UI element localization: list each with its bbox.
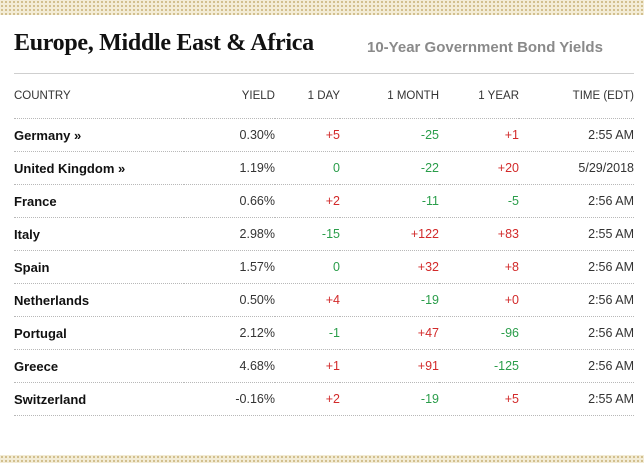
yield-cell: 4.68%: [184, 349, 275, 383]
bottom-dotted-band: [0, 455, 644, 463]
table-row: France 0.66% +2 -11 -5 2:56 AM: [14, 184, 634, 218]
one-year-change: +83: [439, 217, 519, 251]
table-row: Spain 1.57% 0 +32 +8 2:56 AM: [14, 250, 634, 284]
one-month-change: +47: [340, 316, 439, 350]
country-name: Switzerland: [14, 382, 184, 415]
yield-cell: 2.98%: [184, 217, 275, 251]
one-year-change: +0: [439, 283, 519, 317]
one-day-change: +1: [275, 349, 340, 383]
one-month-change: -11: [340, 184, 439, 218]
yield-cell: 1.19%: [184, 151, 275, 185]
country-name: France: [14, 184, 184, 218]
one-day-change: 0: [275, 250, 340, 284]
one-year-change: -96: [439, 316, 519, 350]
time-cell: 2:56 AM: [519, 250, 634, 284]
time-cell: 2:55 AM: [519, 118, 634, 152]
col-header-time: TIME (EDT): [572, 90, 634, 102]
panel-header: Europe, Middle East & Africa 10-Year Gov…: [14, 15, 634, 73]
one-month-change: -19: [340, 382, 439, 415]
time-cell: 2:56 AM: [519, 349, 634, 383]
table-bottom-divider: [14, 415, 634, 416]
bond-yields-panel: Europe, Middle East & Africa 10-Year Gov…: [14, 15, 634, 416]
table-row: Switzerland -0.16% +2 -19 +5 2:55 AM: [14, 382, 634, 415]
table-row: Greece 4.68% +1 +91 -125 2:56 AM: [14, 349, 634, 383]
table-row: Netherlands 0.50% +4 -19 +0 2:56 AM: [14, 283, 634, 317]
col-header-country: COUNTRY: [14, 90, 71, 102]
yield-cell: 1.57%: [184, 250, 275, 284]
col-header-yield: YIELD: [241, 90, 275, 102]
one-day-change: 0: [275, 151, 340, 185]
country-name: Spain: [14, 250, 184, 284]
header-divider: [14, 73, 634, 74]
one-day-change: +4: [275, 283, 340, 317]
time-cell: 2:56 AM: [519, 184, 634, 218]
one-month-change: +122: [340, 217, 439, 251]
page-subtitle: 10-Year Government Bond Yields: [367, 39, 603, 56]
top-dotted-band: [0, 0, 644, 15]
time-cell: 2:55 AM: [519, 217, 634, 251]
time-cell: 2:55 AM: [519, 382, 634, 415]
one-year-change: +1: [439, 118, 519, 152]
time-cell: 2:56 AM: [519, 283, 634, 317]
country-link-united-kingdom[interactable]: United Kingdom »: [14, 151, 184, 185]
one-month-change: -22: [340, 151, 439, 185]
one-month-change: +32: [340, 250, 439, 284]
page-title: Europe, Middle East & Africa: [14, 30, 314, 56]
table-header-row: COUNTRY YIELD 1 DAY 1 MONTH 1 YEAR TIME …: [14, 74, 634, 119]
country-name: Portugal: [14, 316, 184, 350]
yield-cell: 0.66%: [184, 184, 275, 218]
yield-cell: 0.50%: [184, 283, 275, 317]
one-day-change: +2: [275, 382, 340, 415]
time-cell: 5/29/2018: [519, 151, 634, 185]
one-year-change: +20: [439, 151, 519, 185]
yield-cell: -0.16%: [184, 382, 275, 415]
col-header-1-month: 1 MONTH: [387, 90, 439, 102]
one-month-change: +91: [340, 349, 439, 383]
country-name: Greece: [14, 349, 184, 383]
table-row: Portugal 2.12% -1 +47 -96 2:56 AM: [14, 316, 634, 350]
col-header-1-year: 1 YEAR: [478, 90, 519, 102]
one-day-change: -1: [275, 316, 340, 350]
one-year-change: -125: [439, 349, 519, 383]
one-year-change: +5: [439, 382, 519, 415]
col-header-1-day: 1 DAY: [307, 90, 340, 102]
country-link-germany[interactable]: Germany »: [14, 118, 184, 152]
bond-yields-table: COUNTRY YIELD 1 DAY 1 MONTH 1 YEAR TIME …: [14, 74, 634, 415]
country-name: Italy: [14, 217, 184, 251]
table-row: Germany » 0.30% +5 -25 +1 2:55 AM: [14, 118, 634, 152]
one-month-change: -19: [340, 283, 439, 317]
one-day-change: +2: [275, 184, 340, 218]
table-row: Italy 2.98% -15 +122 +83 2:55 AM: [14, 217, 634, 251]
country-name: Netherlands: [14, 283, 184, 317]
one-year-change: +8: [439, 250, 519, 284]
yield-cell: 2.12%: [184, 316, 275, 350]
table-row: United Kingdom » 1.19% 0 -22 +20 5/29/20…: [14, 151, 634, 185]
one-year-change: -5: [439, 184, 519, 218]
yield-cell: 0.30%: [184, 118, 275, 152]
time-cell: 2:56 AM: [519, 316, 634, 350]
one-month-change: -25: [340, 118, 439, 152]
one-day-change: -15: [275, 217, 340, 251]
one-day-change: +5: [275, 118, 340, 152]
